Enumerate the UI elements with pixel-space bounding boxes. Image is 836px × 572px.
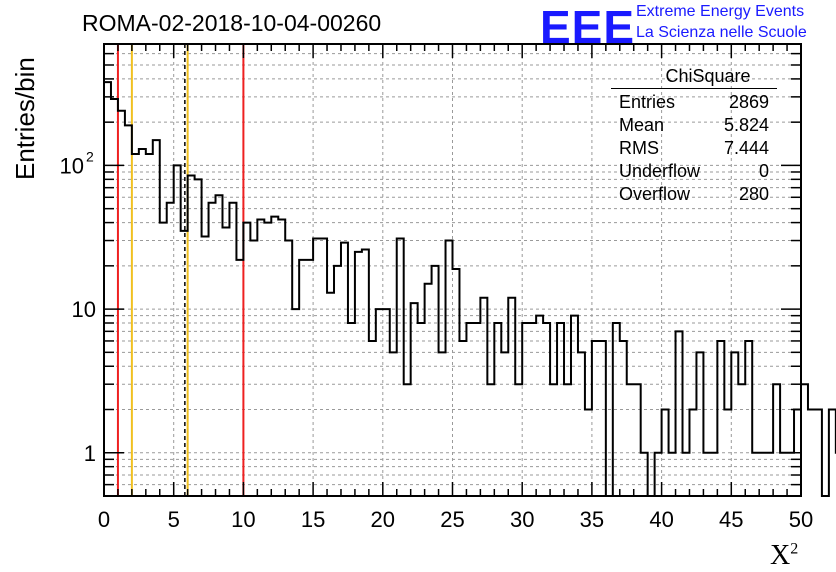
stats-rule [611,88,777,89]
x-tick-label: 20 [371,507,395,532]
stats-row: Underflow 0 [611,160,777,183]
chart-title: ROMA-02-2018-10-04-00260 [82,10,382,36]
x-axis-label: X2 [770,540,798,572]
x-axis-label-exponent: 2 [790,540,799,558]
histogram-series [103,81,836,497]
stats-row: Overflow 280 [611,183,777,206]
x-tick-label: 40 [649,507,673,532]
y-tick-label: 10 [72,297,96,322]
axis-ticks [103,43,802,497]
stats-box: ChiSquare Entries 2869 Mean 5.824 RMS 7.… [611,64,777,206]
x-tick-label: 0 [98,507,110,532]
stats-value: 5.824 [723,115,769,135]
stats-value: 0 [758,161,769,181]
y-tick-label: 1 [84,441,96,466]
stats-title: ChiSquare [665,66,751,86]
x-tick-label: 15 [301,507,325,532]
stats-value: 7.444 [723,138,769,158]
stats-row: RMS 7.444 [611,137,777,160]
x-axis-label-base: X [770,540,791,571]
stats-label: Mean [619,115,665,135]
stats-label: RMS [619,138,659,158]
stats-label: Overflow [619,184,691,204]
y-tick-label-exponent: 2 [86,148,94,164]
x-tick-label: 10 [231,507,255,532]
stats-value: 2869 [728,92,769,112]
x-tick-label: 5 [168,507,180,532]
stats-value: 280 [738,184,769,204]
eee-logo: EEE [540,1,636,53]
y-axis-label: Entries/bin [10,57,40,180]
x-tick-label: 35 [580,507,604,532]
x-tick-label: 50 [789,507,813,532]
branding-line-2: La Scienza nelle Scuole [636,24,807,41]
grid-lines [104,44,801,496]
x-tick-label: 30 [510,507,534,532]
stats-label: Underflow [619,161,701,181]
y-tick-label: 10 [60,153,84,178]
x-tick-label: 25 [440,507,464,532]
stats-row: Mean 5.824 [611,114,777,137]
stats-label: Entries [619,92,676,112]
branding-line-1: Extreme Energy Events [636,3,805,20]
stats-row: Entries 2869 [611,91,777,114]
x-tick-label: 45 [719,507,743,532]
marker-lines [116,44,245,496]
